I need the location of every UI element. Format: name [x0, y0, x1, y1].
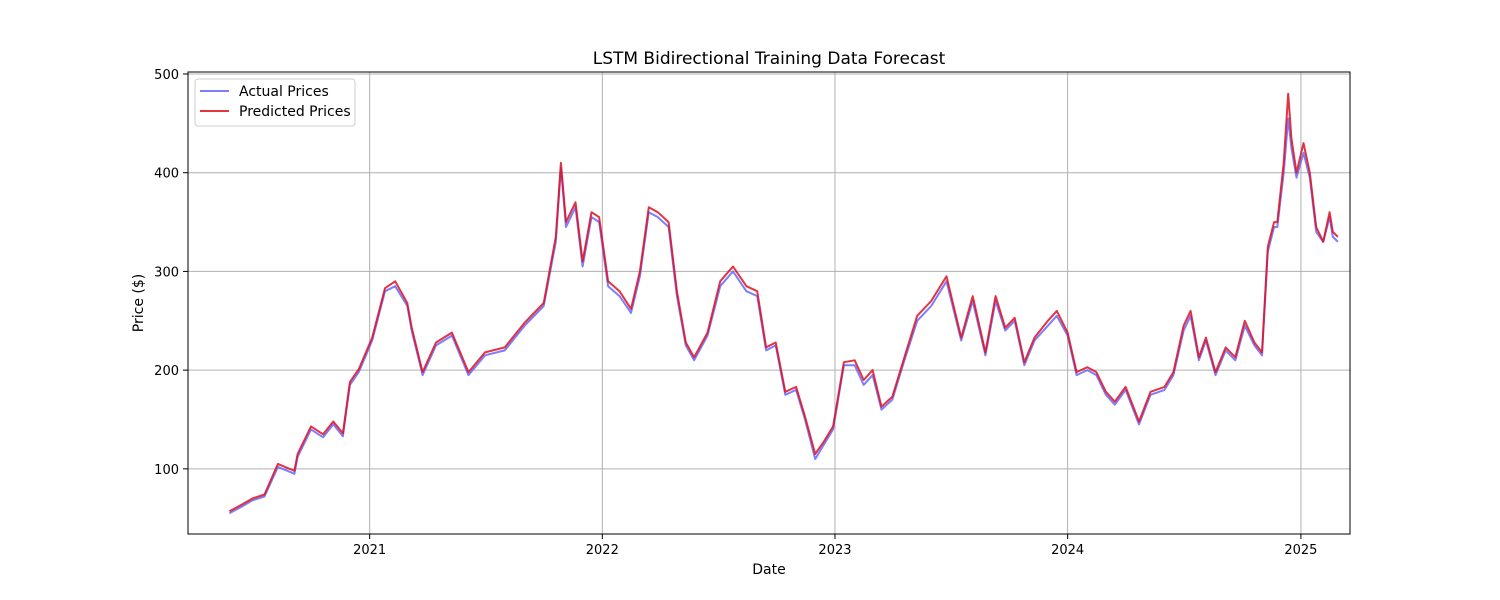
x-tick-label: 2024: [1051, 543, 1084, 558]
chart-title: LSTM Bidirectional Training Data Forecas…: [593, 49, 946, 69]
series-layer: [228, 92, 1339, 515]
x-tick-label: 2023: [818, 543, 851, 558]
series-line-predicted: [228, 92, 1339, 513]
series-line-actual: [228, 117, 1339, 515]
x-axis: 2021 2022 2023 2024 2025: [353, 534, 1317, 558]
y-axis: 100 200 300 400 500: [154, 68, 188, 478]
y-tick-label: 100: [154, 463, 179, 478]
y-tick-label: 500: [154, 68, 179, 83]
y-tick-label: 200: [154, 364, 179, 379]
x-tick-label: 2022: [586, 543, 619, 558]
legend-box: [194, 78, 356, 127]
x-tick-label: 2021: [353, 543, 386, 558]
y-tick-label: 300: [154, 265, 179, 280]
legend-label-predicted: Predicted Prices: [239, 104, 351, 120]
grid: [188, 72, 1350, 534]
x-tick-label: 2025: [1284, 543, 1317, 558]
y-axis-label: Price ($): [131, 274, 147, 332]
legend-label-actual: Actual Prices: [239, 84, 329, 100]
plot-frame: [187, 71, 1351, 535]
x-axis-label: Date: [752, 562, 785, 578]
y-tick-label: 400: [154, 167, 179, 182]
legend: Actual Prices Predicted Prices: [194, 78, 356, 127]
